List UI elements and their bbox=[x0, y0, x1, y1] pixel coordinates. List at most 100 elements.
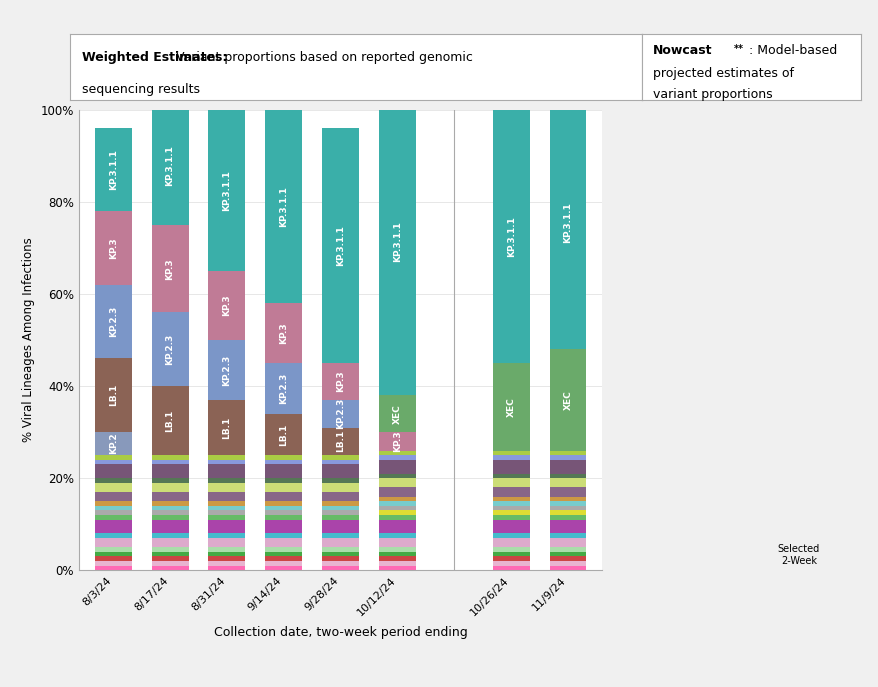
Bar bbox=[321, 502, 359, 506]
Bar bbox=[151, 455, 188, 460]
Bar bbox=[208, 538, 245, 547]
Bar bbox=[321, 478, 359, 483]
Bar bbox=[493, 547, 529, 552]
Text: KP.3: KP.3 bbox=[392, 431, 401, 452]
Bar bbox=[95, 552, 132, 556]
Text: LB.1: LB.1 bbox=[109, 384, 118, 407]
Text: Selected
2-Week: Selected 2-Week bbox=[777, 544, 819, 565]
Bar bbox=[321, 510, 359, 515]
Bar bbox=[493, 473, 529, 478]
Bar bbox=[95, 128, 132, 211]
Bar bbox=[321, 552, 359, 556]
Bar bbox=[378, 432, 415, 451]
Bar bbox=[265, 492, 302, 502]
Text: KP.3.1.1: KP.3.1.1 bbox=[109, 149, 118, 190]
Bar bbox=[493, 506, 529, 510]
Bar bbox=[265, 556, 302, 561]
Bar bbox=[208, 455, 245, 460]
Bar bbox=[549, 478, 586, 487]
Bar bbox=[549, 487, 586, 497]
Bar bbox=[95, 460, 132, 464]
Bar bbox=[493, 497, 529, 502]
Bar bbox=[95, 432, 132, 455]
Bar bbox=[378, 506, 415, 510]
Bar bbox=[151, 533, 188, 538]
Bar bbox=[265, 483, 302, 492]
Bar bbox=[378, 519, 415, 533]
Text: KP.3: KP.3 bbox=[222, 295, 231, 316]
Bar bbox=[321, 363, 359, 400]
Bar bbox=[378, 547, 415, 552]
Bar bbox=[493, 533, 529, 538]
Text: KP.3.1.1: KP.3.1.1 bbox=[392, 221, 401, 262]
Bar bbox=[321, 460, 359, 464]
Bar bbox=[151, 386, 188, 455]
Bar bbox=[493, 515, 529, 519]
Text: KP.2.3: KP.2.3 bbox=[335, 398, 345, 429]
Bar bbox=[378, 460, 415, 473]
Bar bbox=[95, 547, 132, 552]
Bar bbox=[95, 533, 132, 538]
Bar bbox=[265, 455, 302, 460]
Bar bbox=[321, 483, 359, 492]
Bar bbox=[321, 515, 359, 519]
Bar bbox=[493, 538, 529, 547]
Text: KP.3: KP.3 bbox=[109, 237, 118, 259]
Bar bbox=[151, 225, 188, 313]
Bar bbox=[95, 561, 132, 565]
Text: KP.2.3: KP.2.3 bbox=[222, 354, 231, 385]
Text: LB.1: LB.1 bbox=[165, 409, 175, 431]
Text: KP.3.1.1: KP.3.1.1 bbox=[506, 216, 515, 257]
Bar bbox=[493, 561, 529, 565]
Text: KP.3: KP.3 bbox=[279, 322, 288, 344]
Bar bbox=[493, 502, 529, 506]
Bar bbox=[493, 451, 529, 455]
Bar bbox=[208, 565, 245, 570]
Text: : Model-based: : Model-based bbox=[748, 44, 837, 57]
Bar bbox=[208, 400, 245, 455]
Text: projected estimates of: projected estimates of bbox=[651, 67, 793, 80]
Text: XEC: XEC bbox=[563, 390, 572, 409]
Bar bbox=[151, 519, 188, 533]
Bar bbox=[321, 128, 359, 363]
Bar bbox=[208, 340, 245, 400]
Bar bbox=[549, 565, 586, 570]
Bar bbox=[208, 483, 245, 492]
Bar bbox=[151, 313, 188, 386]
Bar bbox=[95, 515, 132, 519]
Bar bbox=[265, 506, 302, 510]
Bar bbox=[549, 547, 586, 552]
Bar bbox=[549, 96, 586, 349]
Bar bbox=[493, 478, 529, 487]
Bar bbox=[265, 519, 302, 533]
Bar bbox=[378, 395, 415, 432]
Bar bbox=[95, 565, 132, 570]
Bar bbox=[151, 460, 188, 464]
Bar bbox=[208, 506, 245, 510]
Text: KP.3: KP.3 bbox=[165, 258, 175, 280]
Bar bbox=[549, 349, 586, 451]
Text: LB.1: LB.1 bbox=[335, 430, 345, 453]
Text: KP.3: KP.3 bbox=[335, 371, 345, 392]
Bar bbox=[95, 492, 132, 502]
Bar bbox=[151, 506, 188, 510]
Bar bbox=[549, 497, 586, 502]
Bar bbox=[95, 519, 132, 533]
Bar bbox=[208, 552, 245, 556]
Bar bbox=[549, 506, 586, 510]
Bar bbox=[265, 565, 302, 570]
Bar bbox=[151, 556, 188, 561]
Text: XEC: XEC bbox=[392, 404, 401, 424]
Bar bbox=[549, 510, 586, 515]
Text: Nowcast: Nowcast bbox=[651, 44, 711, 57]
Bar bbox=[321, 506, 359, 510]
Bar bbox=[265, 464, 302, 478]
Bar bbox=[378, 455, 415, 460]
Bar bbox=[265, 533, 302, 538]
Bar bbox=[378, 510, 415, 515]
Bar bbox=[378, 478, 415, 487]
Bar bbox=[321, 561, 359, 565]
Bar bbox=[493, 510, 529, 515]
Bar bbox=[321, 492, 359, 502]
Bar bbox=[378, 502, 415, 506]
